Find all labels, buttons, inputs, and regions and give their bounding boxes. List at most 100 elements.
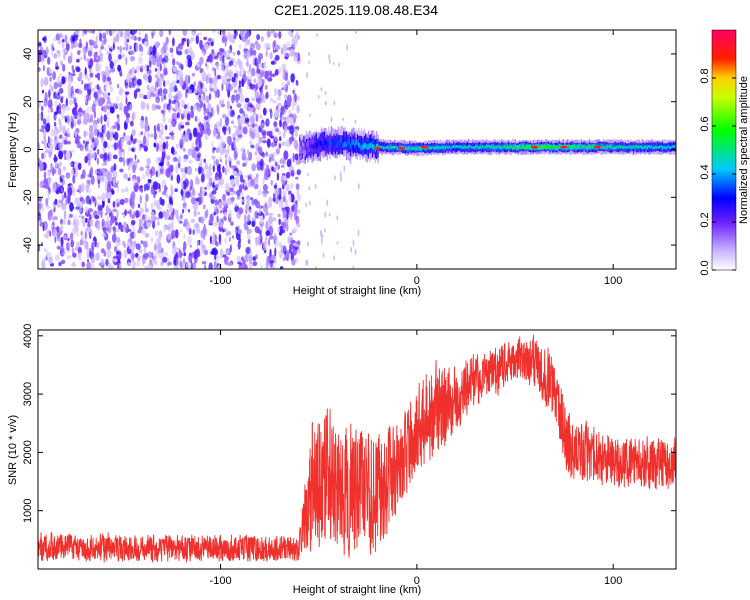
ridge-cell — [413, 147, 415, 150]
noise-speck — [81, 261, 85, 268]
noise-speck — [154, 41, 160, 49]
noise-speck — [202, 230, 206, 241]
noise-speck — [241, 151, 247, 161]
noise-speck — [150, 202, 154, 212]
noise-speck — [262, 132, 266, 140]
noise-speck — [315, 266, 317, 269]
ridge-cell — [545, 145, 547, 151]
noise-speck — [268, 215, 274, 224]
noise-speck — [167, 261, 173, 266]
ridge-cell — [352, 140, 354, 153]
noise-speck — [103, 250, 107, 257]
noise-speck — [83, 84, 88, 91]
noise-speck — [286, 47, 291, 51]
noise-speck — [97, 204, 103, 211]
noise-speck — [135, 210, 140, 219]
y-tick-label: -20 — [22, 189, 34, 205]
noise-speck — [219, 178, 225, 185]
snr-y-label: SNR (10 * v/v) — [7, 415, 19, 485]
noise-speck — [119, 199, 125, 205]
noise-speck — [105, 205, 110, 214]
noise-speck — [323, 228, 326, 233]
noise-speck — [143, 94, 148, 100]
noise-speck — [199, 239, 204, 247]
noise-speck — [242, 67, 245, 74]
noise-speck — [165, 225, 170, 231]
ridge-cell — [667, 145, 669, 148]
noise-speck — [255, 102, 261, 111]
noise-speck — [153, 131, 157, 141]
noise-speck — [268, 157, 272, 163]
noise-speck — [293, 42, 297, 46]
colorbar-gradient — [711, 29, 737, 271]
noise-speck — [78, 184, 82, 194]
ridge-cell — [374, 140, 376, 152]
noise-speck — [178, 62, 183, 69]
ridge-cell — [633, 145, 635, 148]
noise-speck — [147, 165, 150, 170]
ridge-cell — [549, 145, 551, 149]
noise-speck — [153, 124, 157, 133]
noise-speck — [71, 122, 74, 130]
noise-speck — [104, 212, 108, 216]
noise-speck — [130, 219, 136, 226]
noise-speck — [65, 42, 70, 52]
noise-speck — [223, 217, 227, 221]
ridge-cell — [512, 146, 514, 150]
y-tick-label: 3000 — [22, 382, 34, 406]
noise-speck — [218, 238, 222, 246]
ridge-cell — [306, 147, 308, 153]
noise-speck — [52, 221, 55, 226]
ridge-cell — [650, 145, 653, 148]
noise-speck — [63, 210, 67, 220]
noise-speck — [123, 105, 128, 115]
noise-speck — [222, 126, 227, 131]
noise-speck — [254, 123, 258, 127]
ridge-cell — [311, 143, 313, 149]
noise-speck — [296, 193, 301, 202]
noise-speck — [216, 93, 219, 99]
noise-speck — [221, 31, 224, 36]
noise-speck — [115, 198, 121, 203]
ridge-cell — [450, 146, 452, 150]
noise-speck — [204, 128, 208, 135]
noise-speck — [65, 150, 71, 161]
noise-speck — [256, 68, 261, 74]
ridge-cell — [519, 145, 521, 149]
noise-speck — [155, 143, 159, 153]
noise-speck — [268, 237, 271, 247]
noise-speck — [70, 168, 74, 176]
noise-speck — [277, 45, 281, 50]
noise-speck — [253, 198, 258, 205]
noise-speck — [238, 80, 242, 86]
noise-speck — [58, 261, 62, 267]
noise-speck — [67, 186, 73, 197]
noise-speck — [131, 30, 137, 34]
noise-speck — [257, 146, 263, 154]
noise-speck — [184, 48, 189, 55]
noise-speck — [107, 103, 111, 107]
noise-speck — [223, 211, 228, 217]
noise-speck — [49, 209, 53, 218]
noise-speck — [213, 260, 217, 269]
noise-speck — [144, 265, 149, 269]
noise-speck — [113, 163, 117, 171]
noise-speck — [124, 91, 130, 95]
noise-speck — [246, 85, 250, 90]
noise-speck — [50, 128, 56, 137]
noise-speck — [216, 255, 220, 262]
noise-speck — [41, 204, 45, 212]
noise-speck — [243, 103, 248, 110]
noise-speck — [124, 94, 128, 98]
noise-speck — [112, 154, 118, 160]
noise-speck — [157, 105, 161, 110]
ridge-cell — [477, 146, 479, 149]
noise-speck — [38, 42, 42, 47]
noise-speck — [145, 169, 150, 177]
noise-speck — [291, 258, 296, 266]
noise-speck — [53, 81, 58, 90]
noise-speck — [116, 96, 120, 102]
noise-speck — [135, 88, 141, 93]
noise-speck — [152, 221, 156, 229]
ridge-cell — [558, 145, 561, 148]
